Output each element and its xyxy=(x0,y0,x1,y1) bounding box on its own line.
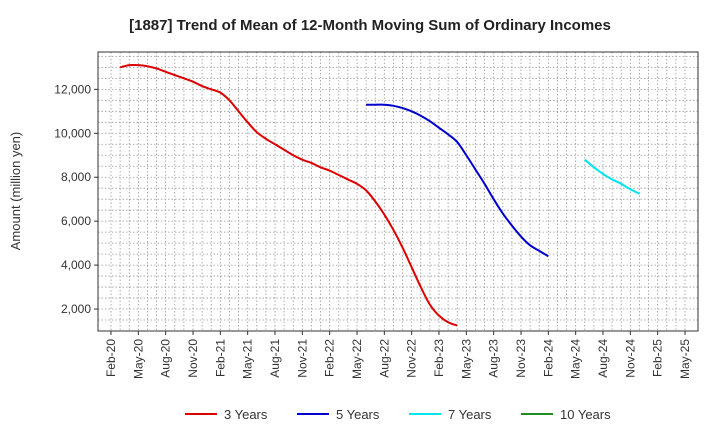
x-tick-label: Feb-24 xyxy=(541,339,555,377)
y-tick-label: 4,000 xyxy=(61,258,91,272)
x-tick-label: Feb-21 xyxy=(213,339,227,377)
series-line-3-years xyxy=(119,63,458,327)
x-tick-label: Aug-20 xyxy=(159,339,173,378)
legend-label-10-years: 10 Years xyxy=(560,407,611,422)
y-tick-label: 12,000 xyxy=(54,82,91,96)
x-tick-label: Nov-21 xyxy=(295,339,309,378)
grid-lines xyxy=(98,52,698,331)
y-axis-label: Amount (million yen) xyxy=(8,132,23,251)
x-tick-label: Aug-22 xyxy=(377,339,391,378)
x-tick-label: Nov-20 xyxy=(186,339,200,378)
y-tick-label: 2,000 xyxy=(61,302,91,316)
x-tick-label: Feb-23 xyxy=(432,339,446,377)
x-tick-label: Aug-21 xyxy=(268,339,282,378)
x-tick-label: Feb-20 xyxy=(104,339,118,377)
legend-label-3-years: 3 Years xyxy=(224,407,268,422)
x-tick-label: May-20 xyxy=(131,339,145,379)
plot-area-frame xyxy=(97,51,699,332)
x-tick-label: May-24 xyxy=(569,339,583,379)
x-tick-label: Nov-24 xyxy=(623,339,637,378)
legend-item-7-years: 7 Years xyxy=(409,407,492,422)
legend: 3 Years 5 Years 7 Years 10 Years xyxy=(185,407,611,422)
series-line-5-years xyxy=(366,103,549,258)
legend-item-5-years: 5 Years xyxy=(297,407,380,422)
x-tick-label: May-22 xyxy=(350,339,364,379)
x-tick-label: Aug-23 xyxy=(487,339,501,378)
y-tick-label: 8,000 xyxy=(61,170,91,184)
x-tick-label: Feb-22 xyxy=(323,339,337,377)
legend-label-7-years: 7 Years xyxy=(448,407,492,422)
chart-title: [1887] Trend of Mean of 12-Month Moving … xyxy=(129,17,611,34)
legend-label-5-years: 5 Years xyxy=(336,407,380,422)
series-lines xyxy=(119,63,640,327)
y-tick-label: 10,000 xyxy=(54,126,91,140)
legend-item-3-years: 3 Years xyxy=(185,407,268,422)
x-tick-label: Aug-24 xyxy=(596,339,610,378)
legend-item-10-years: 10 Years xyxy=(521,407,611,422)
series-line-7-years xyxy=(584,158,640,195)
x-tick-label: Nov-23 xyxy=(514,339,528,378)
x-tick-label: May-21 xyxy=(241,339,255,379)
x-tick-label: May-23 xyxy=(459,339,473,379)
y-axis-ticks: 2,000 4,000 6,000 8,000 10,000 12,000 xyxy=(54,82,98,316)
x-tick-label: Feb-25 xyxy=(651,339,665,377)
y-tick-label: 6,000 xyxy=(61,214,91,228)
x-tick-label: Nov-22 xyxy=(405,339,419,378)
x-tick-label: May-25 xyxy=(678,339,692,379)
x-axis-ticks: Feb-20 May-20 Aug-20 Nov-20 Feb-21 May-21 Aug-… xyxy=(104,331,692,379)
